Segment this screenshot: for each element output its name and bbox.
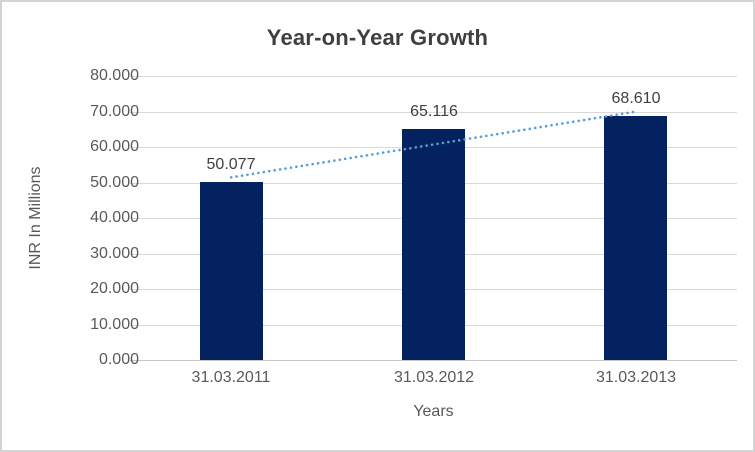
gridline [130, 76, 737, 77]
bar-value-label: 68.610 [611, 90, 661, 107]
chart-title: Year-on-Year Growth [266, 25, 489, 50]
y-tick-label: 50.000 [90, 174, 139, 191]
bar-value-label: 50.077 [206, 156, 256, 173]
bar-31.03.2011[interactable] [200, 182, 263, 360]
bar-31.03.2013[interactable] [604, 116, 667, 360]
y-tick-label: 30.000 [90, 245, 139, 262]
y-tick-label: 60.000 [90, 138, 139, 155]
y-tick-label: 10.000 [90, 316, 139, 333]
y-tick-label: 0.000 [98, 351, 139, 368]
y-tick-label: 20.000 [90, 280, 139, 297]
x-tick-label: 31.03.2012 [393, 369, 475, 386]
y-tick-label: 70.000 [90, 103, 139, 120]
gridline [130, 112, 737, 113]
y-tick-label: 80.000 [90, 67, 139, 84]
x-tick-label: 31.03.2013 [595, 369, 677, 386]
bar-value-label: 65.116 [410, 103, 458, 120]
x-axis-title: Years [413, 403, 454, 420]
trendline-svg [229, 110, 638, 179]
x-axis-line [130, 360, 737, 361]
trendline[interactable] [229, 110, 638, 179]
bar-31.03.2012[interactable] [402, 129, 465, 360]
x-tick-label: 31.03.2011 [191, 369, 271, 386]
y-axis-title: INR In Millions [27, 166, 44, 270]
plot-area [130, 76, 737, 361]
y-tick-label: 40.000 [90, 209, 139, 226]
